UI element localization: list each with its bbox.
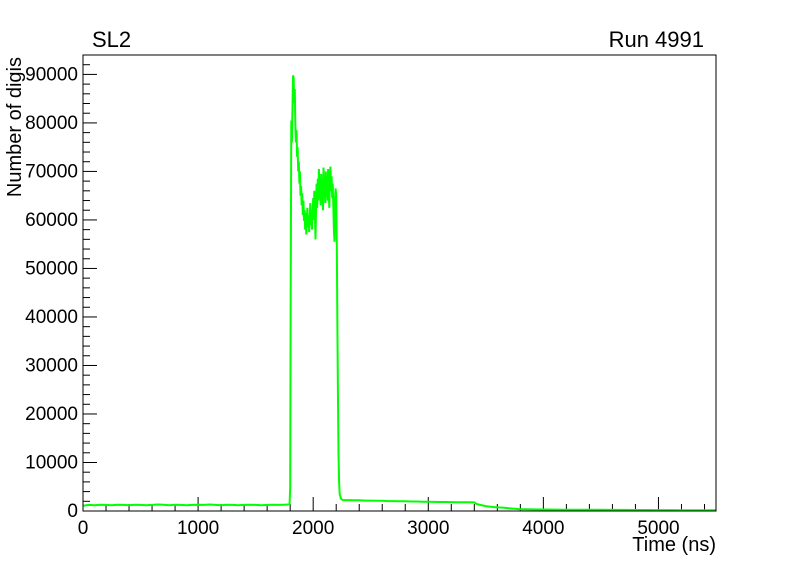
run-label: Run 4991 — [609, 27, 704, 52]
y-tick-label: 30000 — [25, 355, 78, 376]
y-tick-label: 50000 — [25, 258, 78, 279]
y-tick-label: 0 — [67, 501, 78, 522]
x-tick-label: 2000 — [292, 518, 334, 539]
y-tick-label: 80000 — [25, 113, 78, 134]
plot-frame — [82, 54, 717, 512]
x-tick-label: 4000 — [522, 518, 564, 539]
x-axis: 0 1000 2000 3000 4000 5000 — [78, 497, 705, 539]
y-tick-label: 20000 — [25, 404, 78, 425]
x-tick-label: 3000 — [407, 518, 449, 539]
x-tick-label: 0 — [78, 518, 89, 539]
y-tick-label: 90000 — [25, 64, 78, 85]
x-tick-label: 5000 — [637, 518, 679, 539]
histogram-line — [83, 75, 716, 511]
y-tick-label: 10000 — [25, 452, 78, 473]
y-axis: 0 10000 20000 30000 40000 50000 60000 70000 8000… — [25, 64, 97, 522]
y-axis-title: Number of digis — [4, 57, 26, 197]
x-tick-label: 1000 — [177, 518, 219, 539]
y-tick-label: 60000 — [25, 210, 78, 231]
y-tick-label: 70000 — [25, 161, 78, 182]
x-axis-title: Time (ns) — [632, 534, 716, 556]
plot-title: SL2 — [92, 27, 131, 52]
y-tick-label: 40000 — [25, 307, 78, 328]
